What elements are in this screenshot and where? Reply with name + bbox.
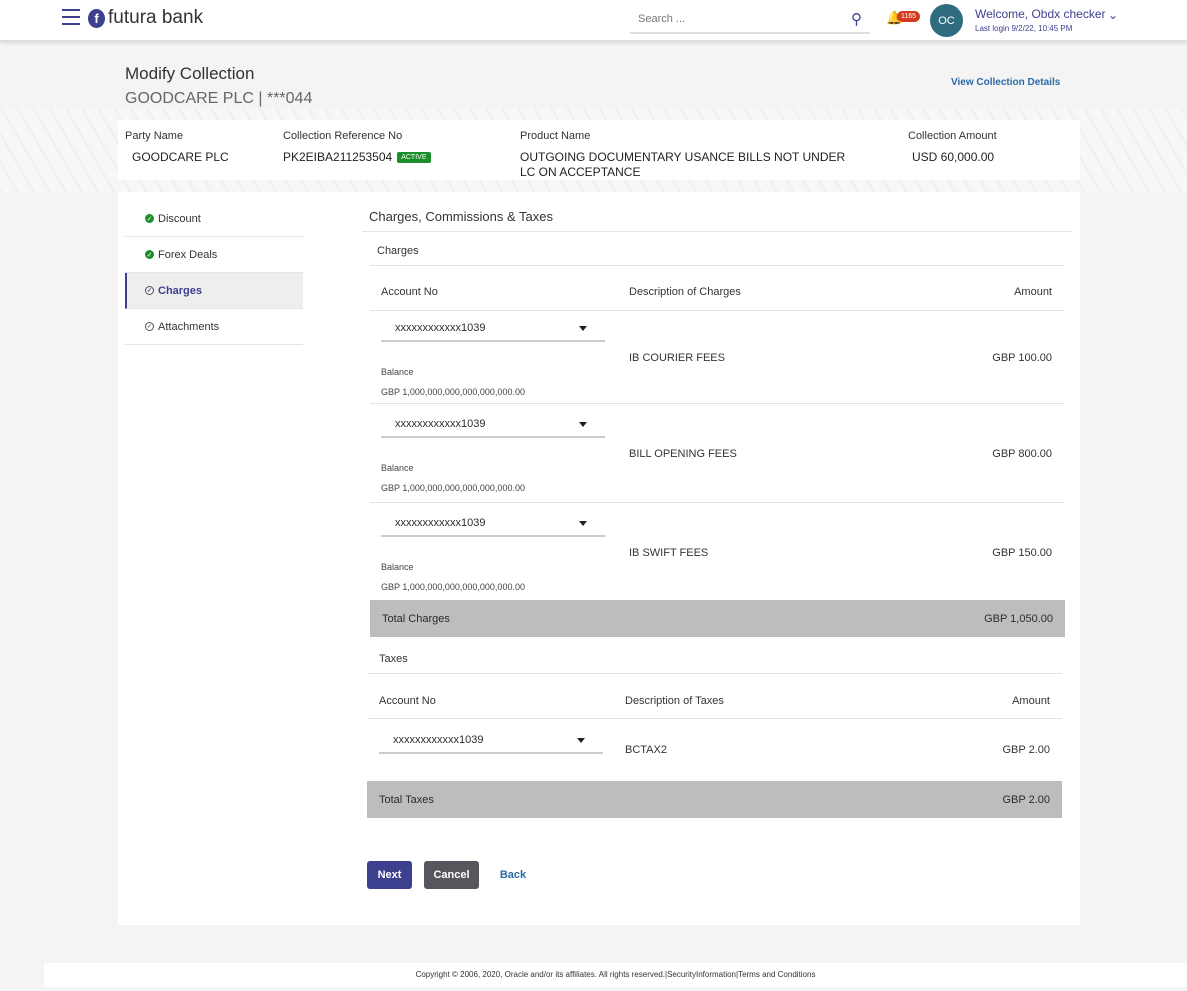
divider: [370, 310, 1065, 311]
cancel-button[interactable]: Cancel: [424, 861, 479, 889]
party-name: GOODCARE PLC: [132, 150, 229, 164]
nav-label: Attachments: [158, 320, 220, 333]
total-charges-value: GBP 1,050.00: [984, 612, 1053, 625]
total-charges-row: Total Charges GBP 1,050.00: [370, 600, 1065, 637]
total-charges-label: Total Charges: [382, 612, 450, 625]
ref-number: PK2EIBA211253504: [283, 150, 393, 164]
last-login: Last login 9/2/22, 10:45 PM: [975, 24, 1073, 33]
welcome-text[interactable]: Welcome, Obdx checker: [975, 7, 1106, 21]
tax-amount: GBP 2.00: [1002, 744, 1051, 756]
page-title: Modify Collection: [125, 64, 255, 83]
menu-icon[interactable]: [62, 9, 80, 25]
nav-discount[interactable]: ✓ Discount: [125, 201, 303, 237]
divider: [367, 673, 1062, 674]
balance-label: Balance: [381, 562, 414, 572]
charge-description: IB COURIER FEES: [629, 352, 725, 364]
divider: [362, 231, 1072, 232]
party-name-label: Party Name: [125, 130, 184, 142]
section-title: Charges, Commissions & Taxes: [369, 209, 553, 224]
check-icon: ✓: [145, 214, 154, 223]
ref-label: Collection Reference No: [283, 130, 403, 142]
divider: [367, 718, 1062, 719]
collection-amount: USD 60,000.00: [912, 150, 995, 164]
product-line-2: LC ON ACCEPTANCE: [520, 165, 641, 179]
nav-label: Charges: [158, 284, 203, 297]
nav-attachments[interactable]: ✓ Attachments: [125, 309, 303, 345]
caret-down-icon: [579, 521, 587, 526]
col-account: Account No: [381, 286, 438, 298]
logo-mark-icon: f: [88, 8, 105, 28]
page-subtitle: GOODCARE PLC | ***044: [125, 90, 313, 107]
charge-amount: GBP 100.00: [992, 352, 1052, 364]
next-button[interactable]: Next: [367, 861, 412, 889]
col-account: Account No: [379, 695, 436, 707]
divider: [370, 502, 1065, 503]
tax-account-select[interactable]: xxxxxxxxxxxx1039: [379, 734, 603, 754]
caret-down-icon: [577, 738, 585, 743]
divider: [370, 265, 1065, 266]
account-value: xxxxxxxxxxxx1039: [395, 418, 486, 430]
total-taxes-value: GBP 2.00: [1002, 793, 1051, 806]
brand-name: futura bank: [108, 7, 204, 28]
view-collection-details-link[interactable]: View Collection Details: [951, 77, 1061, 88]
avatar[interactable]: OC: [930, 4, 963, 37]
balance-value: GBP 1,000,000,000,000,000,000.00: [381, 387, 525, 397]
balance-value: GBP 1,000,000,000,000,000,000.00: [381, 582, 525, 592]
charge-amount: GBP 800.00: [992, 448, 1052, 460]
balance-value: GBP 1,000,000,000,000,000,000.00: [381, 483, 525, 493]
top-header: [0, 0, 1187, 41]
summary-card: [118, 120, 1080, 180]
nav-label: Forex Deals: [158, 248, 218, 261]
charges-label: Charges: [377, 245, 419, 257]
status-badge: ACTIVE: [397, 152, 431, 164]
nav-charges[interactable]: ✓ Charges: [125, 273, 303, 309]
product-line-1: OUTGOING DOCUMENTARY USANCE BILLS NOT UN…: [520, 150, 846, 164]
product-name: OUTGOING DOCUMENTARY USANCE BILLS NOT UN…: [520, 150, 845, 180]
search-input[interactable]: Search ... ⚲: [630, 6, 870, 34]
footer: Copyright © 2006, 2020, Oracle and/or it…: [44, 963, 1187, 987]
charge-description: BILL OPENING FEES: [629, 448, 737, 460]
amount-label: Collection Amount: [908, 130, 997, 142]
check-icon: ✓: [145, 250, 154, 259]
caret-down-icon: [579, 326, 587, 331]
total-taxes-label: Total Taxes: [379, 793, 434, 806]
search-placeholder: Search ...: [638, 13, 686, 25]
divider: [370, 403, 1065, 404]
col-description: Description of Taxes: [625, 695, 724, 707]
back-link[interactable]: Back: [499, 869, 527, 881]
charge-account-select[interactable]: xxxxxxxxxxxx1039: [381, 322, 605, 342]
account-value: xxxxxxxxxxxx1039: [393, 734, 484, 746]
account-value: xxxxxxxxxxxx1039: [395, 517, 486, 529]
col-description: Description of Charges: [629, 286, 741, 298]
charge-description: IB SWIFT FEES: [629, 547, 709, 559]
charge-account-select[interactable]: xxxxxxxxxxxx1039: [381, 517, 605, 537]
balance-label: Balance: [381, 463, 414, 473]
tax-description: BCTAX2: [625, 744, 667, 756]
ref-value: PK2EIBA211253504 ACTIVE: [283, 150, 431, 164]
search-icon[interactable]: ⚲: [851, 11, 862, 28]
total-taxes-row: Total Taxes GBP 2.00: [367, 781, 1062, 818]
nav-forex-deals[interactable]: ✓ Forex Deals: [125, 237, 303, 273]
logo[interactable]: f futura bank: [88, 7, 203, 29]
product-label: Product Name: [520, 130, 591, 142]
col-amount: Amount: [1014, 286, 1052, 298]
account-value: xxxxxxxxxxxx1039: [395, 322, 486, 334]
chevron-down-icon[interactable]: ⌄: [1108, 8, 1119, 22]
balance-label: Balance: [381, 367, 414, 377]
circle-check-icon: ✓: [145, 322, 154, 331]
col-amount: Amount: [1012, 695, 1050, 707]
charge-amount: GBP 150.00: [992, 547, 1052, 559]
nav-label: Discount: [158, 212, 201, 225]
notification-badge[interactable]: 1165: [897, 11, 921, 22]
charge-account-select[interactable]: xxxxxxxxxxxx1039: [381, 418, 605, 438]
taxes-label: Taxes: [379, 653, 408, 665]
circle-check-icon: ✓: [145, 286, 154, 295]
caret-down-icon: [579, 422, 587, 427]
